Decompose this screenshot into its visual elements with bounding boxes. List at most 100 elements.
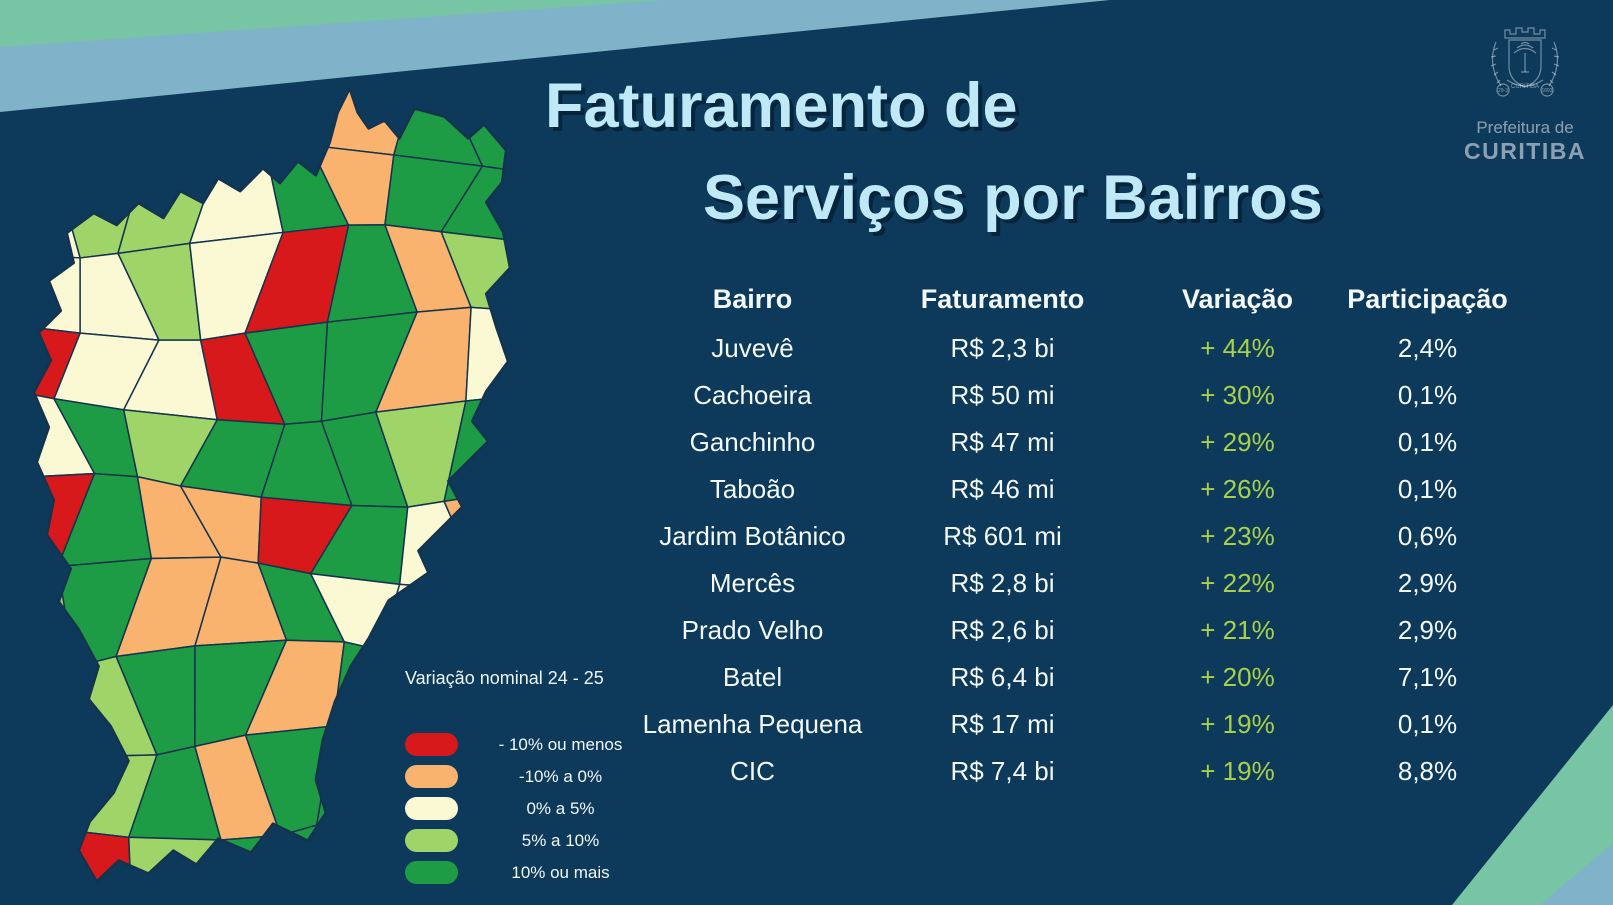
cell-participacao: 0,1% [1397,427,1458,457]
district-cell [392,88,484,168]
legend-items: - 10% ou menos -10% a 0% 0% a 5% 5% a 10% 10… [405,733,663,884]
table-row: Lamenha Pequena R$ 17 mi + 19% 0,1% [640,701,1520,748]
legend-label: 5% a 10% [521,830,600,850]
cell-participacao: 2,9% [1397,568,1458,598]
cell-variacao: + 30% [1200,380,1275,410]
legend-swatch [405,797,458,820]
table-header-row: Bairro Faturamento Variação Participação [640,278,1520,320]
district-cell [33,666,87,758]
prefeitura-curitiba-logo: CURITIBA 29-3 1693 Prefeitura de CURITIB… [1440,20,1610,165]
district-cell [443,490,511,591]
cell-bairro: Ganchinho [689,427,816,457]
cell-variacao: + 21% [1200,615,1275,645]
district-cell [142,88,225,155]
cell-faturamento: R$ 2,8 bi [950,568,1055,598]
cell-bairro: CIC [730,756,775,786]
cell-faturamento: R$ 46 mi [950,474,1055,504]
logo-text-prefeitura: Prefeitura de [1476,118,1574,137]
cell-bairro: Mercês [709,568,796,598]
legend-label: 10% ou mais [511,862,610,882]
legend-item: 5% a 10% [405,829,663,852]
district-cell [33,88,96,174]
legend-item: 0% a 5% [405,797,663,820]
cell-faturamento: R$ 7,4 bi [950,756,1055,786]
cell-participacao: 0,6% [1397,521,1458,551]
cell-bairro: Batel [722,662,783,692]
district-cell [315,813,404,882]
blue-band-bottom-right [1540,843,1613,905]
cell-bairro: Cachoeira [693,380,812,410]
cell-variacao: + 20% [1200,662,1275,692]
cell-bairro: Prado Velho [681,615,824,645]
column-header: Participação [1347,283,1508,314]
table-row: CIC R$ 7,4 bi + 19% 8,8% [640,748,1520,795]
legend-label: -10% a 0% [518,766,603,786]
cell-faturamento: R$ 47 mi [950,427,1055,457]
emblem-banner-text: CURITIBA [1511,84,1539,90]
cell-participacao: 0,1% [1397,380,1458,410]
cell-participacao: 0,1% [1397,474,1458,504]
cell-variacao: + 19% [1200,756,1275,786]
district-cell [315,722,420,827]
cell-variacao: + 29% [1200,427,1275,457]
curitiba-choropleth-map [32,87,512,883]
cell-faturamento: R$ 17 mi [950,709,1055,739]
map-legend: Variação nominal 24 - 25 - 10% ou menos -… [405,668,663,884]
table-row: Mercês R$ 2,8 bi + 22% 2,9% [640,560,1520,607]
city-outline [32,87,512,883]
revenue-table: Bairro Faturamento Variação Participação Juv… [640,278,1520,795]
cell-variacao: + 23% [1200,521,1275,551]
legend-label: 0% a 5% [526,798,595,818]
legend-item: 10% ou mais [405,861,663,884]
table-row: Jardim Botânico R$ 601 mi + 23% 0,6% [640,513,1520,560]
column-header: Variação [1181,283,1294,314]
cell-bairro: Jardim Botânico [659,521,846,551]
cell-faturamento: R$ 50 mi [950,380,1055,410]
table-row: Batel R$ 6,4 bi + 20% 7,1% [640,654,1520,701]
column-header: Faturamento [920,283,1085,314]
legend-swatch [405,733,458,756]
legend-swatch [405,829,458,852]
cell-participacao: 7,1% [1397,662,1458,692]
curitiba-coat-of-arms-icon: CURITIBA 29-3 1693 [1490,27,1560,97]
district-cell [52,88,148,166]
column-header: Bairro [712,283,793,314]
table-row: Ganchinho R$ 47 mi + 29% 0,1% [640,419,1520,466]
cell-faturamento: R$ 601 mi [943,521,1062,551]
emblem-year-left: 29-3 [1498,88,1508,94]
cell-faturamento: R$ 6,4 bi [950,662,1055,692]
legend-label: - 10% ou menos [498,734,623,754]
cell-faturamento: R$ 2,3 bi [950,333,1055,363]
cell-participacao: 2,4% [1397,333,1458,363]
cell-participacao: 0,1% [1397,709,1458,739]
legend-title: Variação nominal 24 - 25 [405,668,604,688]
cell-bairro: Lamenha Pequena [642,709,863,739]
district-cell [50,827,133,882]
district-cell [180,88,265,145]
legend-item: - 10% ou menos [405,733,663,756]
district-cell [443,588,511,672]
district-cell [188,140,285,245]
legend-swatch [405,765,458,788]
district-cell [33,750,87,830]
cell-participacao: 8,8% [1397,756,1458,786]
logo-text-curitiba: CURITIBA [1464,138,1586,164]
table-row: Taboão R$ 46 mi + 26% 0,1% [640,466,1520,513]
district-cell [398,500,485,592]
cell-bairro: Taboão [709,474,796,504]
cell-variacao: + 26% [1200,474,1275,504]
cell-variacao: + 44% [1200,333,1275,363]
table-row: Prado Velho R$ 2,6 bi + 21% 2,9% [640,607,1520,654]
district-cell [127,836,223,882]
table-row: Juvevê R$ 2,3 bi + 44% 2,4% [640,325,1520,372]
cell-bairro: Juvevê [711,333,794,363]
cell-participacao: 2,9% [1397,615,1458,645]
emblem-year-right: 1693 [1541,88,1552,94]
page-title-line1: Faturamento de [545,71,1018,141]
table-row: Cachoeira R$ 50 mi + 30% 0,1% [640,372,1520,419]
teal-band-top-left [0,0,665,47]
legend-item: -10% a 0% [405,765,663,788]
page-title-line2: Serviços por Bairros [703,163,1323,233]
legend-swatch [405,861,458,884]
